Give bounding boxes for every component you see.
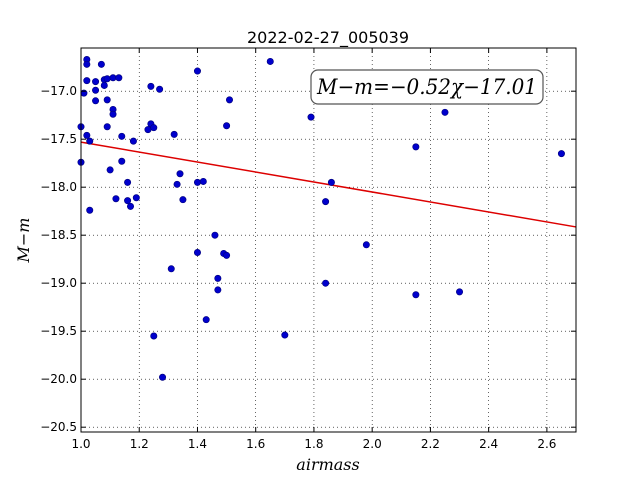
data-point bbox=[167, 265, 175, 273]
y-tick-label: −20.5 bbox=[40, 420, 77, 434]
data-point bbox=[112, 195, 120, 203]
data-point bbox=[103, 123, 111, 131]
data-point bbox=[322, 198, 330, 206]
data-point bbox=[92, 97, 100, 105]
x-tick-label: 2.0 bbox=[363, 437, 382, 451]
y-tick-label: −19.5 bbox=[40, 324, 77, 338]
data-point bbox=[124, 197, 132, 205]
x-axis-label: airmass bbox=[296, 455, 359, 474]
y-tick-label: −18.5 bbox=[40, 228, 77, 242]
data-point bbox=[156, 85, 164, 93]
data-point bbox=[147, 82, 155, 90]
fit-line bbox=[80, 141, 577, 228]
fit-line-group bbox=[80, 141, 577, 228]
data-point bbox=[176, 170, 184, 178]
data-point bbox=[193, 67, 201, 75]
plot-frame bbox=[80, 47, 577, 433]
chart-title: 2022-02-27_005039 bbox=[247, 28, 409, 48]
data-point bbox=[129, 137, 137, 145]
y-tick-label: −19.0 bbox=[40, 276, 77, 290]
plot-area bbox=[81, 48, 576, 432]
y-tick-label: −17.0 bbox=[40, 84, 77, 98]
data-point bbox=[103, 96, 111, 104]
y-axis-label: M−m bbox=[14, 218, 33, 264]
data-point bbox=[179, 196, 187, 204]
data-point bbox=[412, 291, 420, 299]
data-point bbox=[97, 60, 105, 68]
data-point bbox=[307, 113, 315, 121]
data-point bbox=[412, 143, 420, 151]
data-point bbox=[266, 57, 274, 65]
data-point bbox=[441, 108, 449, 116]
data-point bbox=[92, 78, 100, 86]
data-point bbox=[83, 77, 91, 85]
data-point bbox=[83, 60, 91, 68]
annotation-text: M−m=−0.52χ−17.01 bbox=[316, 75, 537, 99]
data-point bbox=[144, 126, 152, 134]
data-point bbox=[159, 373, 167, 381]
x-tick-label: 2.2 bbox=[421, 437, 440, 451]
data-point bbox=[557, 150, 565, 158]
data-point bbox=[226, 96, 234, 104]
annotation-box bbox=[310, 69, 544, 105]
data-point bbox=[214, 286, 222, 294]
data-point bbox=[132, 194, 140, 202]
x-tick-label: 1.0 bbox=[71, 437, 90, 451]
data-point bbox=[127, 202, 135, 210]
x-tick-label: 2.4 bbox=[479, 437, 498, 451]
data-point bbox=[456, 288, 464, 296]
data-point bbox=[109, 110, 117, 118]
data-point bbox=[193, 178, 201, 186]
x-tick-label: 1.2 bbox=[130, 437, 149, 451]
data-points bbox=[77, 56, 565, 381]
fit-annotation: M−m=−0.52χ−17.01 bbox=[310, 69, 544, 105]
data-point bbox=[86, 206, 94, 214]
data-point bbox=[199, 177, 207, 185]
data-point bbox=[124, 178, 132, 186]
data-point bbox=[100, 81, 108, 89]
data-point bbox=[92, 86, 100, 94]
data-point bbox=[170, 130, 178, 138]
data-point bbox=[109, 74, 117, 82]
data-point bbox=[150, 124, 158, 132]
data-point bbox=[362, 241, 370, 249]
y-tick-label: −17.5 bbox=[40, 132, 77, 146]
grid-lines bbox=[80, 48, 576, 432]
data-point bbox=[86, 137, 94, 145]
data-point bbox=[223, 122, 231, 130]
data-point bbox=[106, 166, 114, 174]
data-point bbox=[202, 316, 210, 324]
data-point bbox=[103, 75, 111, 83]
axis-ticks: 1.0 1.2 1.4 1.6 1.8 2.0 2.2 2.4 2.6 −17.0 −17.5 −18… bbox=[40, 48, 576, 451]
data-point bbox=[322, 279, 330, 287]
y-tick-label: −18.0 bbox=[40, 180, 77, 194]
data-point bbox=[115, 74, 123, 82]
data-point bbox=[281, 331, 289, 339]
x-tick-label: 1.4 bbox=[188, 437, 207, 451]
data-point bbox=[327, 178, 335, 186]
data-point bbox=[193, 248, 201, 256]
data-point bbox=[118, 157, 126, 165]
data-point bbox=[118, 132, 126, 140]
x-tick-label: 2.6 bbox=[537, 437, 556, 451]
data-point bbox=[214, 274, 222, 282]
data-point bbox=[150, 332, 158, 340]
data-point bbox=[223, 251, 231, 259]
data-point bbox=[211, 231, 219, 239]
data-point bbox=[83, 131, 91, 139]
x-tick-label: 1.8 bbox=[304, 437, 323, 451]
data-point bbox=[173, 180, 181, 188]
x-tick-label: 1.6 bbox=[246, 437, 265, 451]
y-tick-label: −20.0 bbox=[40, 372, 77, 386]
